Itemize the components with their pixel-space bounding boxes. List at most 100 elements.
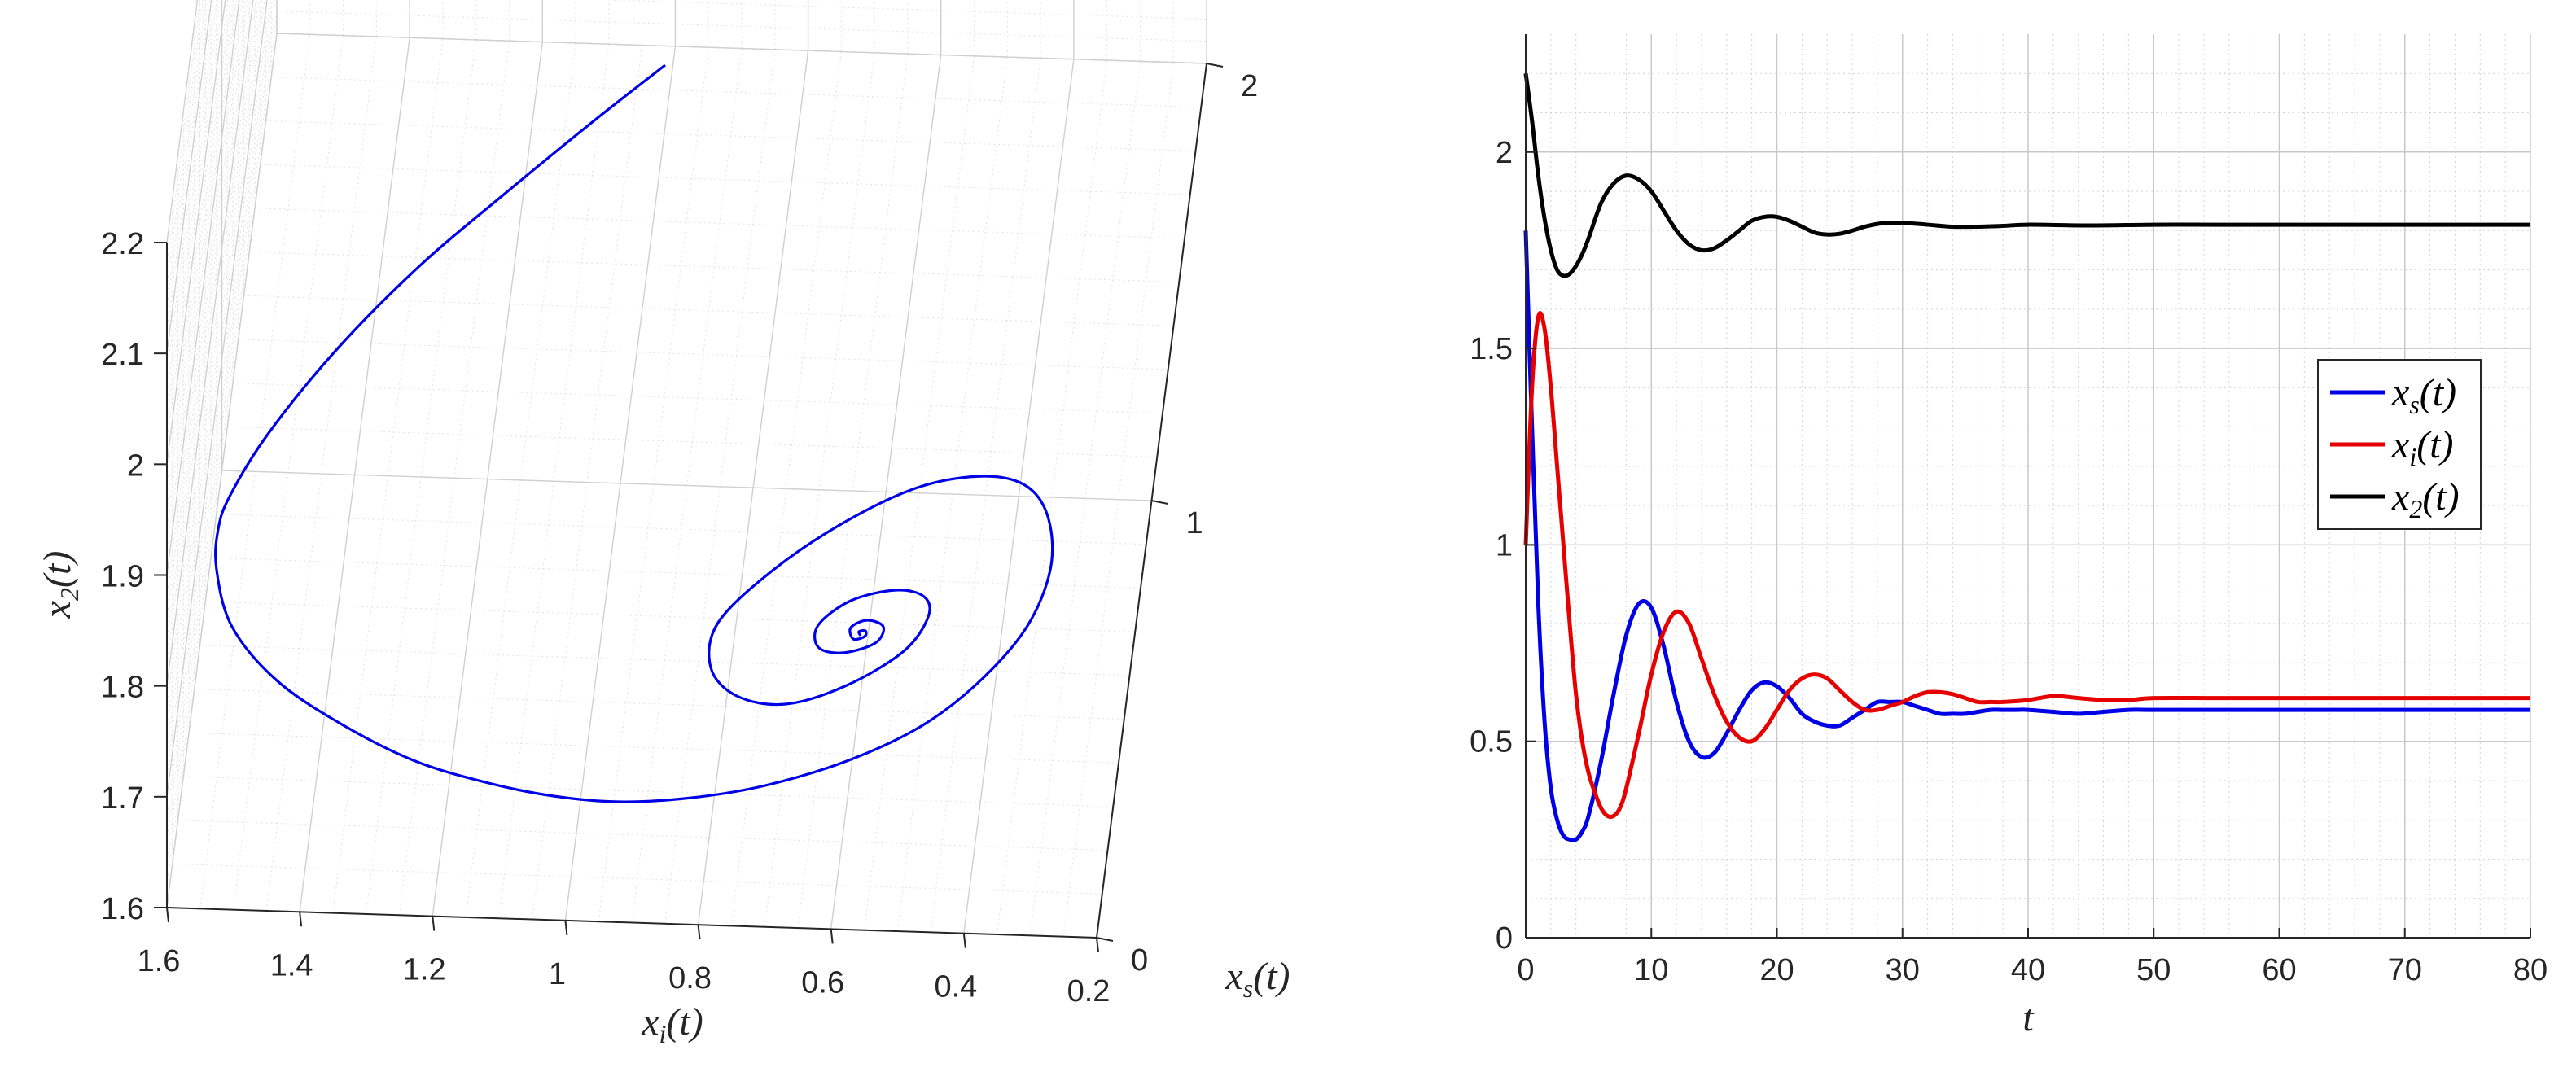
xi-tick-mark	[1096, 937, 1099, 953]
y-tick-label: 0.5	[1470, 725, 1513, 759]
grid-major	[166, 0, 254, 686]
xs-tick-mark	[1206, 63, 1224, 68]
grid-minor	[227, 426, 1158, 457]
left-grid	[166, 0, 1207, 939]
left-3d-chart: 1.6 1.4 1.2 1 0.8 0.6 0.4 0.2 0 1 2 1.6 1.7 1.8 1.9 2 2.…	[36, 0, 1290, 1048]
grid-minor	[166, 0, 207, 309]
x-tick-label: 20	[1759, 953, 1794, 987]
x-tick-label: 30	[1886, 953, 1920, 987]
right-tick-labels: 0 10 20 30 40 50 60 70 80 0 0.5 1 1.5 2	[1470, 136, 2548, 987]
xi-tick-label: 0.8	[668, 961, 712, 995]
xs-tick-label: 1	[1186, 506, 1203, 540]
left-tick-labels: 1.6 1.4 1.2 1 0.8 0.6 0.4 0.2 0 1 2 1.6 1.7 1.8 1.9 2 2.…	[101, 63, 1258, 1009]
grid-minor	[602, 0, 1207, 20]
y-tick-label: 1.5	[1470, 332, 1513, 366]
y-tick-label: 2	[1496, 136, 1513, 170]
xi-tick-label: 1.2	[403, 953, 446, 987]
grid-minor	[205, 601, 1136, 632]
left-xlabel: xi(t)	[641, 1000, 703, 1048]
x-tick-label: 40	[2011, 953, 2045, 987]
xs-tick-label: 2	[1241, 69, 1258, 103]
xi-tick-mark	[564, 920, 568, 935]
grid-major	[166, 0, 240, 575]
grid-minor	[254, 208, 1185, 239]
left-trajectory-curve	[214, 63, 1054, 803]
xi-tick-label: 0.4	[934, 970, 977, 1004]
grid-minor	[183, 776, 1114, 807]
xi-tick-label: 1.6	[138, 944, 181, 978]
x-tick-label: 50	[2136, 953, 2171, 987]
x-tick-label: 0	[1517, 953, 1534, 987]
xi-tick-label: 0.6	[801, 965, 844, 1000]
legend-label-2: x2(t)	[2391, 475, 2460, 523]
grid-minor	[177, 820, 1108, 851]
legend: xs(t)xi(t)x2(t)	[2317, 359, 2482, 530]
z-tick-label: 1.6	[101, 892, 144, 926]
grid-minor	[271, 77, 1202, 108]
grid-minor	[238, 339, 1168, 370]
grid-major	[276, 33, 1207, 64]
xi-axis-line	[166, 907, 1097, 939]
z-tick-label: 2.1	[101, 338, 144, 372]
xs-tick-label: 0	[1131, 943, 1148, 978]
grid-major	[166, 0, 226, 465]
y-tick-label: 1	[1496, 528, 1513, 562]
grid-minor	[188, 732, 1119, 764]
grid-minor	[276, 11, 1207, 42]
grid-minor	[166, 0, 221, 420]
z-tick-label: 1.7	[101, 781, 144, 816]
legend-label-1: xi(t)	[2391, 423, 2454, 471]
grid-minor	[166, 0, 209, 331]
grid-minor	[166, 0, 217, 398]
z-tick-label: 1.9	[101, 560, 144, 594]
right-xlabel: t	[2022, 996, 2035, 1039]
grid-minor	[265, 120, 1196, 151]
grid-minor	[172, 863, 1102, 895]
grid-major	[166, 0, 199, 243]
grid-minor	[232, 383, 1163, 414]
z-tick-label: 1.8	[101, 671, 144, 705]
xi-tick-label: 0.2	[1067, 974, 1111, 1009]
x-tick-label: 80	[2513, 953, 2548, 987]
x-tick-label: 10	[1634, 953, 1668, 987]
x-tick-label: 70	[2388, 953, 2422, 987]
grid-minor	[199, 645, 1130, 676]
xi-tick-mark	[830, 929, 834, 944]
xi-tick-label: 1	[549, 957, 566, 991]
grid-major	[221, 470, 1152, 501]
grid-major	[166, 0, 212, 354]
xs-tick-mark	[1096, 937, 1114, 942]
series-line-0	[1523, 230, 2530, 842]
xs-tick-mark	[1151, 500, 1168, 505]
left-zlabel: x2(t)	[36, 551, 84, 619]
grid-minor	[194, 689, 1124, 720]
z-tick-label: 2	[127, 448, 144, 483]
grid-major	[166, 33, 278, 908]
right-grid	[1525, 34, 2531, 939]
z-tick-label: 2.2	[101, 227, 144, 261]
series-line-2	[1523, 72, 2530, 278]
grid-minor	[260, 164, 1190, 195]
xi-tick-mark	[962, 933, 966, 948]
right-series-lines	[1523, 72, 2530, 842]
right-time-series-chart: 0 10 20 30 40 50 60 70 80 0 0.5 1 1.5 2 t xs(t)xi(t)x…	[1470, 34, 2548, 1039]
grid-minor	[166, 0, 201, 265]
left-axes-frame	[166, 63, 1207, 939]
legend-label-0: xs(t)	[2391, 371, 2456, 419]
left-ylabel: xs(t)	[1224, 955, 1290, 1003]
xi-tick-mark	[166, 907, 169, 923]
grid-major	[166, 0, 268, 797]
grid-minor	[216, 514, 1146, 545]
grid-minor	[243, 295, 1174, 326]
grid-minor	[210, 557, 1141, 589]
xi-tick-mark	[697, 925, 701, 940]
grid-minor	[166, 0, 215, 376]
xi-tick-mark	[299, 912, 303, 927]
grid-minor	[166, 0, 204, 287]
x-tick-label: 60	[2262, 953, 2296, 987]
xi-tick-mark	[432, 916, 436, 931]
grid-minor	[249, 252, 1180, 282]
y-tick-label: 0	[1496, 921, 1513, 956]
series-line-1	[1523, 311, 2530, 820]
